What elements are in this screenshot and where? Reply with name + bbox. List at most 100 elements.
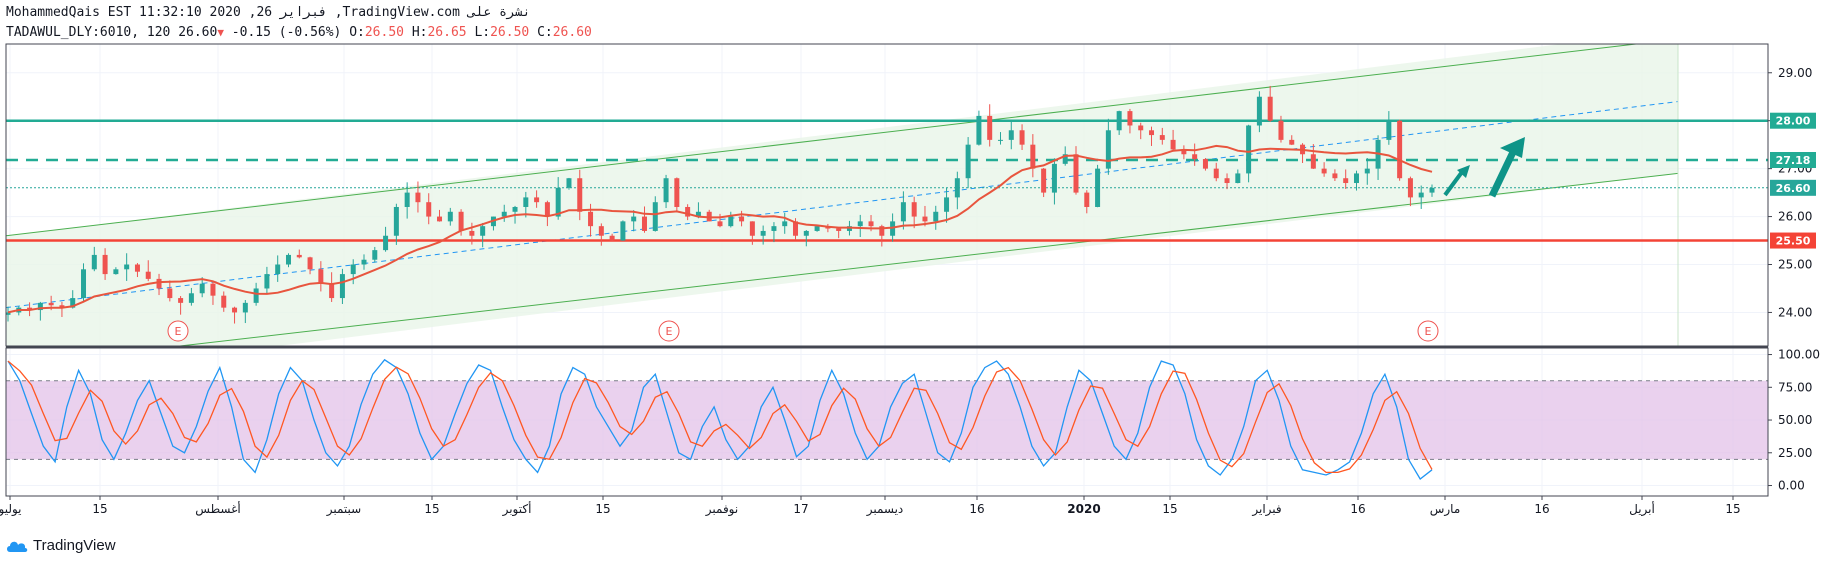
candle-body: [857, 221, 863, 227]
candle-body: [598, 226, 604, 236]
candle-body: [1192, 154, 1198, 160]
candle-body: [318, 269, 324, 284]
candle-body: [1008, 130, 1014, 140]
candle-body: [803, 230, 809, 236]
stochastic-tick-label: 0.00: [1778, 479, 1805, 493]
candle-body: [663, 178, 669, 203]
candle-body: [544, 202, 550, 217]
candle-body: [534, 197, 540, 203]
channel-lower: [179, 172, 1679, 346]
candle-body: [59, 305, 65, 308]
stochastic-axis[interactable]: 100.00 75.00 50.00 25.00 0.00: [1768, 348, 1820, 493]
candle-body: [210, 283, 216, 296]
candle-body: [253, 288, 259, 303]
down-arrow-icon: ▼: [217, 26, 224, 39]
candle-body: [1127, 111, 1133, 126]
price-level-label: 28.00: [1776, 115, 1811, 128]
time-tick-label: سبتمبر: [326, 502, 361, 517]
candle-body: [37, 302, 43, 311]
candle-body: [1095, 168, 1101, 207]
candle-body: [652, 202, 658, 231]
candle-body: [1181, 149, 1187, 155]
price-level-tag: [1770, 179, 1816, 196]
candle-body: [1019, 130, 1025, 145]
candle-body: [415, 192, 421, 203]
price-level-label: 27.18: [1776, 154, 1811, 167]
candle-body: [102, 254, 108, 275]
price-level-label: 25.50: [1776, 235, 1811, 248]
candle-body: [685, 206, 691, 217]
candle-body: [6, 312, 11, 315]
earnings-marker-label: E: [175, 325, 182, 338]
close-value: 26.60: [552, 25, 592, 40]
candle-body: [749, 221, 755, 236]
candle-body: [717, 221, 723, 227]
time-tick-label: فبراير: [1251, 502, 1281, 517]
stochastic-pane[interactable]: [6, 358, 1768, 480]
channel-upper: [6, 44, 1637, 237]
candle-body: [1246, 125, 1252, 174]
stochastic-k-line: [7, 358, 1433, 480]
candle-body: [609, 235, 615, 241]
high-label: H:: [411, 25, 428, 40]
candle-body: [739, 216, 745, 222]
candle-body: [1062, 154, 1068, 164]
candle-body: [113, 269, 119, 275]
candle-body: [372, 250, 378, 260]
candle-body: [879, 226, 885, 236]
candle-body: [641, 216, 647, 231]
price-chart-svg[interactable]: EEE 29.0028.0027.0026.0025.0024.0028.002…: [0, 0, 1828, 540]
tradingview-cloud-icon: [7, 541, 28, 552]
candle-body: [232, 307, 238, 313]
candle-body: [1041, 168, 1047, 193]
time-tick-label: يوليو: [0, 502, 22, 517]
candle-body: [1213, 168, 1219, 179]
symbol-label[interactable]: TADAWUL_DLY:6010, 120: [6, 25, 171, 40]
trend-arrow-small: [1443, 165, 1470, 197]
candle-body: [275, 264, 281, 275]
candle-body: [793, 221, 799, 236]
stochastic-tick-label: 100.00: [1778, 348, 1820, 362]
candle-body: [81, 269, 87, 299]
moving-average-line: [7, 144, 1433, 314]
candle-body: [1386, 120, 1392, 140]
candle-body: [221, 295, 227, 308]
time-tick-label: 16: [969, 502, 984, 516]
candle-body: [458, 211, 464, 231]
candle-body: [1159, 135, 1165, 140]
channel-midline: [6, 101, 1679, 309]
arrow-shaft: [1488, 148, 1518, 198]
candle-body: [1224, 178, 1230, 184]
candle-body: [1397, 120, 1403, 179]
candle-body: [178, 298, 184, 303]
close-label: C:: [537, 25, 553, 40]
candle-body: [199, 283, 205, 294]
chart-header-ohlc: TADAWUL_DLY:6010, 120 26.60 ▼ -0.15 (-0.5…: [6, 25, 592, 40]
price-tick-label: 24.00: [1778, 305, 1812, 319]
candle-body: [771, 226, 777, 231]
candle-body: [1267, 96, 1273, 121]
tradingview-logo[interactable]: TradingView: [6, 537, 116, 554]
candle-body: [911, 202, 917, 217]
candle-body: [1407, 178, 1413, 198]
earnings-marker: [658, 320, 680, 342]
candle-body: [156, 278, 162, 289]
pane-frames: [5, 43, 1769, 497]
stochastic-tick-label: 25.00: [1778, 446, 1812, 460]
candle-body: [523, 197, 529, 207]
candle-body: [987, 115, 993, 140]
time-axis[interactable]: يوليو 15 أغسطس سبتمبر 15 أكتوبر 15 نوفمبر 17 ديسم…: [0, 496, 1741, 517]
time-tick-label: 17: [793, 502, 808, 516]
price-change: -0.15 (-0.56%): [231, 25, 342, 40]
stochastic-tick-label: 75.00: [1778, 380, 1812, 394]
candle-body: [134, 264, 140, 272]
candle-body: [836, 228, 842, 231]
time-tick-label: 15: [1162, 502, 1177, 516]
stochastic-d-line: [7, 360, 1433, 474]
time-tick-label: 15: [92, 502, 107, 516]
price-axis[interactable]: 29.0028.0027.0026.0025.0024.0028.0027.18…: [1768, 66, 1816, 320]
candle-body: [566, 178, 572, 188]
candle-body: [1051, 163, 1057, 193]
candle-body: [383, 235, 389, 251]
